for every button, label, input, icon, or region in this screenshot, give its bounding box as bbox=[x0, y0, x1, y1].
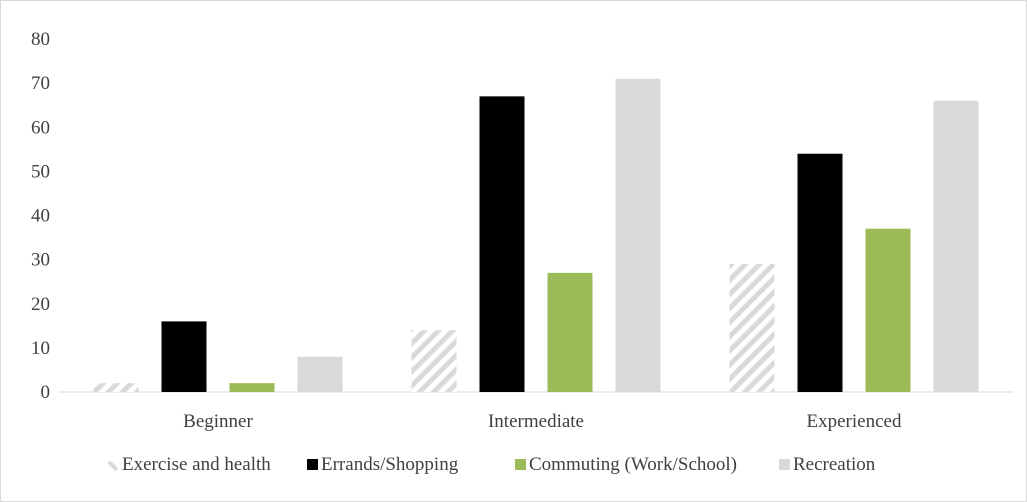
legend-label-errands-shopping: Errands/Shopping bbox=[321, 454, 459, 475]
bar-recreation-beginner bbox=[297, 356, 343, 392]
bar-commuting-work-school-experienced bbox=[865, 228, 911, 392]
legend-swatch-exercise-and-health bbox=[107, 460, 119, 472]
x-axis: Beginner Intermediate Experienced bbox=[59, 391, 1013, 432]
bar-commuting-work-school-beginner bbox=[229, 383, 275, 392]
bar-exercise-and-health-experienced bbox=[729, 264, 775, 392]
legend-swatch-commuting-work-school bbox=[515, 459, 526, 470]
y-tick-label: 80 bbox=[31, 29, 50, 50]
x-category-label: Beginner bbox=[183, 411, 253, 432]
bar-recreation-intermediate bbox=[615, 78, 661, 393]
y-tick-label: 60 bbox=[31, 117, 50, 138]
legend: Exercise and health Errands/Shopping Commu… bbox=[107, 454, 876, 475]
legend-label-commuting-work-school: Commuting (Work/School) bbox=[529, 454, 737, 475]
bar-errands-shopping-beginner bbox=[161, 321, 207, 392]
legend-label-recreation: Recreation bbox=[793, 454, 876, 475]
legend-label-exercise-and-health: Exercise and health bbox=[122, 454, 271, 475]
bar-errands-shopping-intermediate bbox=[479, 96, 525, 393]
bar-exercise-and-health-intermediate bbox=[411, 330, 457, 392]
y-tick-label: 70 bbox=[31, 73, 50, 94]
y-tick-label: 40 bbox=[31, 206, 50, 227]
bar-errands-shopping-experienced bbox=[797, 153, 843, 392]
legend-swatch-errands-shopping bbox=[307, 459, 318, 470]
bar-commuting-work-school-intermediate bbox=[547, 272, 593, 392]
x-category-label: Experienced bbox=[807, 411, 902, 432]
y-tick-label: 30 bbox=[31, 250, 50, 271]
x-category-label: Intermediate bbox=[488, 411, 584, 432]
bar-recreation-experienced bbox=[933, 100, 979, 393]
y-tick-label: 20 bbox=[31, 294, 50, 315]
y-tick-label: 0 bbox=[41, 382, 51, 403]
y-tick-label: 10 bbox=[31, 338, 50, 359]
legend-swatch-recreation bbox=[779, 459, 790, 470]
bars bbox=[93, 78, 979, 393]
y-axis: 0 10 20 30 40 50 60 70 80 bbox=[31, 29, 50, 403]
bar-exercise-and-health-beginner bbox=[93, 383, 139, 392]
y-tick-label: 50 bbox=[31, 161, 50, 182]
